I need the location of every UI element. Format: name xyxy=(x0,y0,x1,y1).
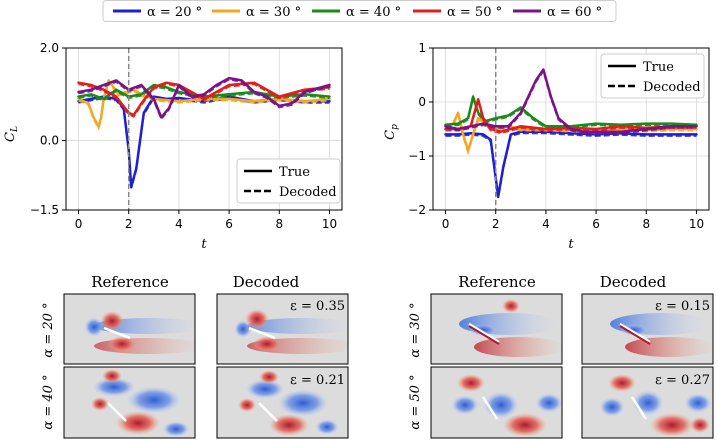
tick-label-x: 0 xyxy=(442,217,450,231)
top-legend: α = 20 ° α = 30 ° α = 40 ° α = 50 ° α = … xyxy=(102,0,617,22)
series-decoded-line-2 xyxy=(78,85,330,102)
field-alpha50-reference xyxy=(430,366,563,439)
cl-xlabel: t xyxy=(201,237,207,252)
left-reference-title: Reference xyxy=(91,273,169,291)
field-alpha40-reference xyxy=(63,366,196,439)
top-legend-label-3: α = 50 ° xyxy=(447,5,502,20)
cp-xlabel: t xyxy=(568,237,574,252)
tick-label-y: −1.5 xyxy=(30,203,59,217)
field-alpha20-reference xyxy=(63,293,196,365)
series-decoded-line-3 xyxy=(445,97,697,135)
cl-ylabel: CL xyxy=(3,126,20,142)
left-decoded-title: Decoded xyxy=(233,273,300,291)
cl-legend-decoded-label: Decoded xyxy=(279,185,337,200)
series-decoded-line-4 xyxy=(78,78,330,121)
cl-ticks: 0 2 4 6 8 10 −1.5 0.0 2.0 xyxy=(30,41,337,231)
tick-label-x: 2 xyxy=(125,217,133,231)
series-line-2 xyxy=(77,83,331,101)
field-alpha30-decoded: ε = 0.15 xyxy=(581,293,714,365)
field-alpha20-decoded: ε = 0.35 xyxy=(216,293,349,365)
cp-series xyxy=(444,68,698,199)
series-line-4 xyxy=(77,76,331,119)
series-decoded-line-1 xyxy=(78,79,330,131)
top-legend-entry-1: α = 30 ° xyxy=(212,5,301,20)
cp-legend-decoded-label: Decoded xyxy=(643,80,701,95)
top-legend-label-0: α = 20 ° xyxy=(147,5,202,20)
tick-label-x: 0 xyxy=(75,217,83,231)
cp-axes-frame xyxy=(432,47,710,211)
tick-label-y: 2.0 xyxy=(40,41,59,55)
cl-axes-frame xyxy=(65,47,343,211)
cl-series xyxy=(77,76,331,189)
series-decoded-line-4 xyxy=(445,68,697,135)
cp-ticks: 0 2 4 6 8 10 −2 −1 0 1 xyxy=(408,41,704,231)
error-alpha20: ε = 0.35 xyxy=(290,299,345,314)
tick-label-y: 0.0 xyxy=(40,134,59,148)
tick-label-x: 8 xyxy=(642,217,650,231)
top-legend-entry-2: α = 40 ° xyxy=(312,5,401,20)
top-legend-entry-3: α = 50 ° xyxy=(413,5,502,20)
tick-label-x: 4 xyxy=(175,217,183,231)
cp-chart: 0 2 4 6 8 10 −2 −1 0 1 Cp t True Decoded xyxy=(383,41,710,252)
top-legend-entry-4: α = 60 ° xyxy=(513,5,602,20)
field-alpha50-decoded: ε = 0.27 xyxy=(581,366,714,439)
row-label-alpha-40: α = 40 ° xyxy=(41,374,56,429)
error-alpha50: ε = 0.27 xyxy=(655,373,710,388)
tick-label-y: −2 xyxy=(408,203,426,217)
tick-label-y: 1 xyxy=(418,41,426,55)
cp-legend: True Decoded xyxy=(600,53,705,99)
row-label-alpha-30: α = 30 ° xyxy=(408,302,423,357)
cl-chart: 0 2 4 6 8 10 −1.5 0.0 2.0 CL t True Decoded xyxy=(3,41,343,252)
series-line-0 xyxy=(444,130,698,198)
tick-label-x: 10 xyxy=(689,217,704,231)
tick-label-x: 10 xyxy=(322,217,337,231)
tick-label-x: 4 xyxy=(542,217,550,231)
series-decoded-line-0 xyxy=(445,132,697,199)
top-legend-entry-0: α = 20 ° xyxy=(113,5,202,20)
tick-label-x: 2 xyxy=(492,217,500,231)
tick-label-x: 6 xyxy=(225,217,233,231)
field-alpha40-decoded: ε = 0.21 xyxy=(216,366,349,439)
tick-label-y: −1 xyxy=(408,149,426,163)
series-line-3 xyxy=(77,81,331,117)
top-legend-label-1: α = 30 ° xyxy=(246,5,301,20)
top-legend-label-2: α = 40 ° xyxy=(346,5,401,20)
row-label-alpha-50: α = 50 ° xyxy=(408,374,423,429)
right-reference-title: Reference xyxy=(458,273,536,291)
right-decoded-title: Decoded xyxy=(600,273,667,291)
cl-legend: True Decoded xyxy=(236,158,341,204)
row-label-alpha-20: α = 20 ° xyxy=(41,302,56,357)
top-legend-frame xyxy=(102,0,617,22)
cl-legend-true-label: True xyxy=(279,165,310,180)
cp-ylabel: Cp xyxy=(383,124,400,140)
series-decoded-line-3 xyxy=(78,83,330,118)
tick-label-x: 8 xyxy=(275,217,283,231)
cp-legend-true-label: True xyxy=(643,60,674,75)
field-alpha30-reference xyxy=(430,293,563,365)
error-alpha40: ε = 0.21 xyxy=(290,373,345,388)
error-alpha30: ε = 0.15 xyxy=(655,299,710,314)
top-legend-label-4: α = 60 ° xyxy=(547,5,602,20)
tick-label-x: 6 xyxy=(592,217,600,231)
tick-label-y: 0 xyxy=(418,95,426,109)
